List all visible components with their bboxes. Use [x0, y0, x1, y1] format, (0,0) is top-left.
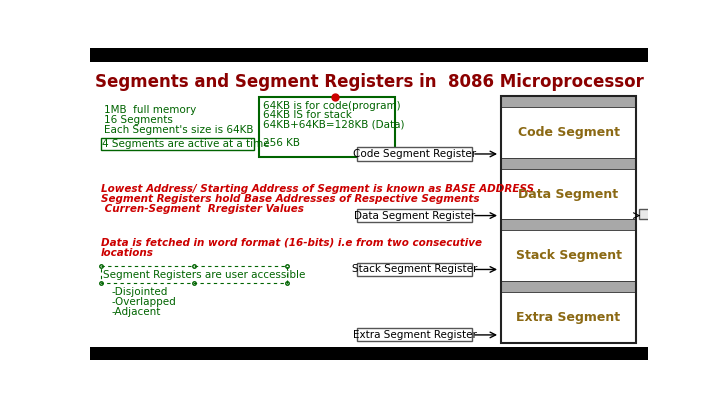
Text: Stack Segment Register: Stack Segment Register: [352, 265, 477, 274]
Bar: [500, 219, 636, 230]
Text: 4 Segments are active at a time: 4 Segments are active at a time: [102, 139, 270, 149]
Text: Extra Segment Register: Extra Segment Register: [353, 330, 477, 340]
Bar: [500, 96, 636, 107]
Text: locations: locations: [101, 248, 154, 257]
Text: Segment Registers hold Base Addresses of Respective Segments: Segment Registers hold Base Addresses of…: [101, 194, 480, 204]
Text: Data Segment Register: Data Segment Register: [354, 210, 475, 221]
Text: Lowest Address/ Starting Address of Segment is known as BASE ADDRESS: Lowest Address/ Starting Address of Segm…: [101, 184, 534, 194]
Text: Extra Segment: Extra Segment: [516, 311, 621, 324]
Text: Segments and Segment Registers in  8086 Microprocessor: Segments and Segment Registers in 8086 M…: [94, 74, 644, 91]
Bar: [500, 168, 636, 219]
Bar: [357, 328, 472, 341]
Bar: [500, 292, 636, 343]
Bar: [500, 107, 636, 158]
Bar: [101, 266, 287, 283]
Bar: [357, 209, 472, 222]
Text: -Adjacent: -Adjacent: [112, 307, 161, 317]
Bar: [500, 230, 636, 281]
Text: 64KB+64KB=128KB (Data): 64KB+64KB=128KB (Data): [263, 120, 405, 130]
Text: Stack Segment: Stack Segment: [516, 249, 621, 262]
Text: Data Segment: Data Segment: [518, 187, 618, 200]
Bar: [500, 281, 636, 292]
Text: 64KB is for code(program): 64KB is for code(program): [263, 101, 400, 111]
Text: Data is fetched in word format (16-bits) i.e from two consecutive: Data is fetched in word format (16-bits)…: [101, 238, 482, 248]
Bar: [500, 96, 636, 343]
Bar: [357, 147, 472, 160]
Text: Code Segment: Code Segment: [518, 126, 620, 139]
Text: Segment Registers are user accessible: Segment Registers are user accessible: [103, 270, 305, 280]
Text: 256 KB: 256 KB: [263, 138, 300, 148]
Text: 16 Segments: 16 Segments: [104, 115, 173, 125]
Text: -Disjointed: -Disjointed: [112, 287, 168, 297]
Text: Code Segment Register: Code Segment Register: [354, 149, 477, 159]
Bar: [259, 97, 395, 157]
Text: Each Segment's size is 64KB: Each Segment's size is 64KB: [104, 125, 253, 135]
Bar: [90, 48, 648, 62]
Bar: [500, 158, 636, 168]
Bar: [639, 209, 649, 219]
Bar: [101, 138, 254, 150]
Text: 64KB IS for stack: 64KB IS for stack: [263, 110, 351, 120]
Text: -Overlapped: -Overlapped: [112, 297, 176, 307]
Text: 1MB  full memory: 1MB full memory: [104, 105, 196, 115]
Text: Curren-Segment  Rregister Values: Curren-Segment Rregister Values: [101, 204, 304, 214]
Bar: [90, 347, 648, 360]
Bar: [357, 263, 472, 276]
